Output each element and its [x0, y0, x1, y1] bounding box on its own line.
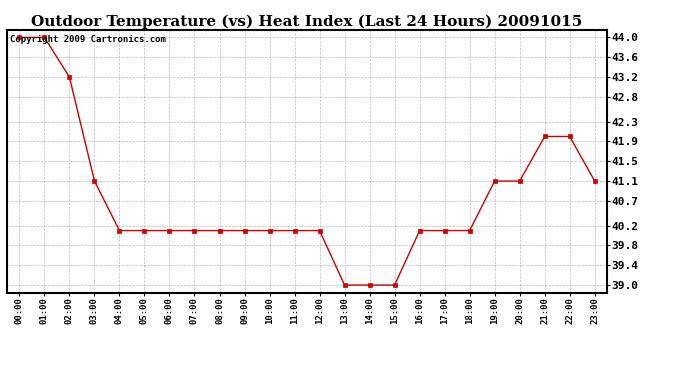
Title: Outdoor Temperature (vs) Heat Index (Last 24 Hours) 20091015: Outdoor Temperature (vs) Heat Index (Las… — [32, 15, 582, 29]
Text: Copyright 2009 Cartronics.com: Copyright 2009 Cartronics.com — [10, 35, 166, 44]
